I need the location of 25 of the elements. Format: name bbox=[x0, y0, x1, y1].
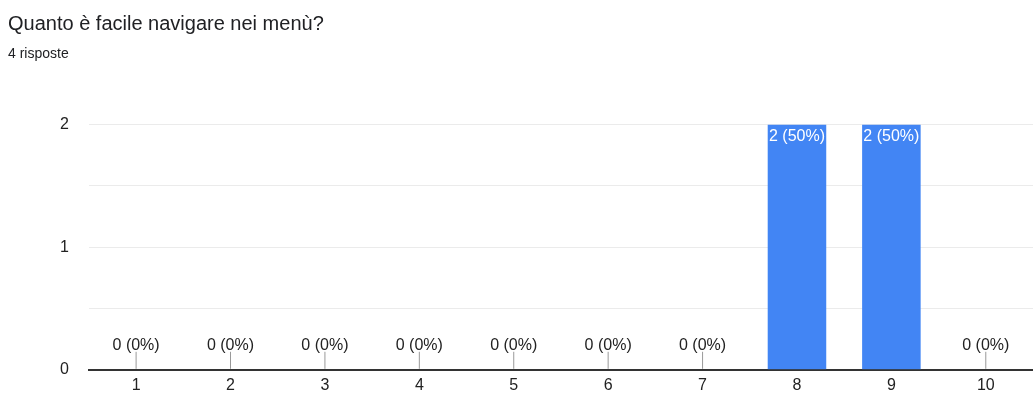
data-label: 0 (0%) bbox=[112, 336, 160, 354]
x-tick-label: 10 bbox=[976, 375, 995, 393]
x-tick-label: 7 bbox=[698, 375, 708, 393]
y-tick-label: 2 bbox=[59, 115, 69, 133]
data-label: 2 (50%) bbox=[863, 127, 920, 145]
chart-subtitle: 4 risposte bbox=[8, 45, 69, 61]
x-tick-label: 8 bbox=[792, 375, 802, 393]
data-label: 0 (0%) bbox=[962, 336, 1010, 354]
x-tick-label: 6 bbox=[603, 375, 613, 393]
y-tick-label: 0 bbox=[59, 360, 69, 378]
x-tick-label: 3 bbox=[320, 375, 330, 393]
data-label: 0 (0%) bbox=[584, 336, 632, 354]
chart-title: Quanto è facile navigare nei menù? bbox=[8, 12, 324, 35]
x-tick-label: 1 bbox=[131, 375, 141, 393]
x-tick-label: 4 bbox=[414, 375, 424, 393]
data-label: 0 (0%) bbox=[490, 336, 538, 354]
y-tick-label: 1 bbox=[59, 237, 69, 255]
data-label: 0 (0%) bbox=[301, 336, 349, 354]
x-tick-label: 9 bbox=[886, 375, 896, 393]
data-label: 2 (50%) bbox=[768, 127, 825, 145]
x-tick-label: 2 bbox=[226, 375, 236, 393]
data-label: 0 (0%) bbox=[206, 336, 255, 354]
x-tick-label: 5 bbox=[509, 375, 519, 393]
data-label: 0 (0%) bbox=[395, 336, 443, 354]
data-label: 0 (0%) bbox=[679, 336, 727, 354]
